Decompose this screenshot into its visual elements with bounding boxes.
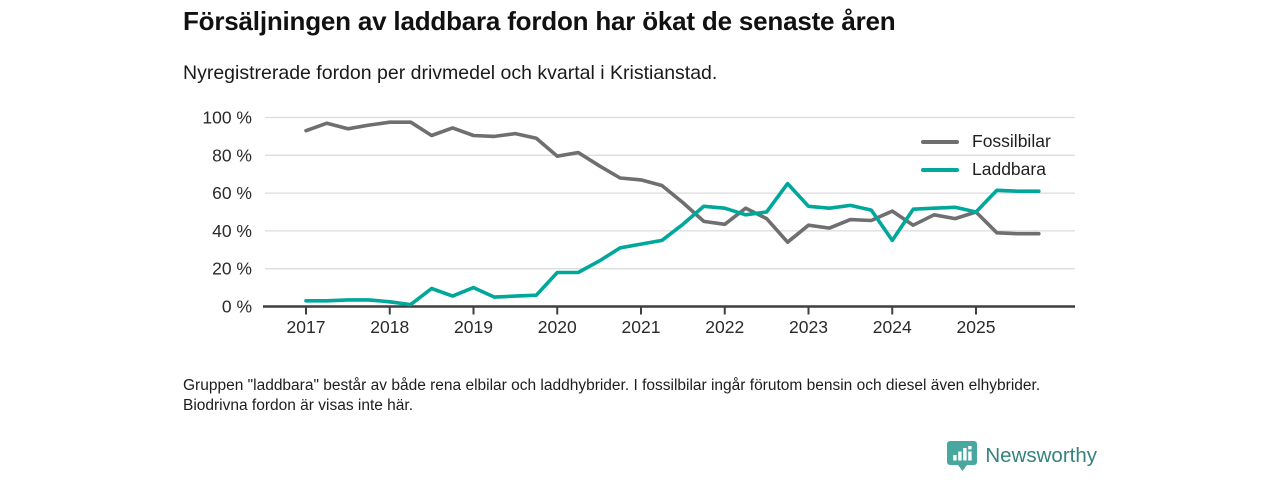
x-axis-label-2020: 2020 (538, 317, 577, 337)
y-axis-label-60: 60 % (212, 183, 252, 203)
x-axis-label-2017: 2017 (287, 317, 326, 337)
legend-item-laddbara: Laddbara (921, 159, 1051, 180)
x-axis-label-2018: 2018 (370, 317, 409, 337)
footnote: Gruppen "laddbara" består av både rena e… (183, 377, 1041, 414)
legend-label-laddbara: Laddbara (972, 159, 1046, 179)
chart-subtitle: Nyregistrerade fordon per drivmedel och … (183, 62, 718, 84)
y-axis-label-0: 0 % (222, 297, 252, 317)
newsworthy-logo: Newsworthy (947, 440, 1097, 472)
y-axis-label-100: 100 % (202, 108, 252, 128)
newsworthy-logo-icon (947, 441, 978, 471)
x-axis-label-2021: 2021 (622, 317, 661, 337)
fossilbilar-line-swatch (921, 139, 959, 144)
chart-title: Försäljningen av laddbara fordon har öka… (183, 6, 896, 36)
legend: Fossilbilar Laddbara (921, 131, 1051, 180)
y-axis-label-80: 80 % (212, 145, 252, 165)
x-axis-label-2019: 2019 (454, 317, 493, 337)
laddbara-line-swatch (921, 167, 959, 172)
x-axis-label-2024: 2024 (873, 317, 912, 337)
x-axis-label-2022: 2022 (705, 317, 744, 337)
newsworthy-logo-text: Newsworthy (985, 444, 1097, 467)
x-axis-label-2023: 2023 (789, 317, 828, 337)
x-axis-label-2025: 2025 (957, 317, 996, 337)
series-line-fossilbilar (304, 120, 1041, 244)
y-axis-label-20: 20 % (212, 259, 252, 279)
legend-label-fossilbilar: Fossilbilar (972, 131, 1051, 151)
y-axis-label-40: 40 % (212, 221, 252, 241)
legend-item-fossilbilar: Fossilbilar (921, 131, 1051, 152)
series-line-laddbara (304, 181, 1041, 307)
